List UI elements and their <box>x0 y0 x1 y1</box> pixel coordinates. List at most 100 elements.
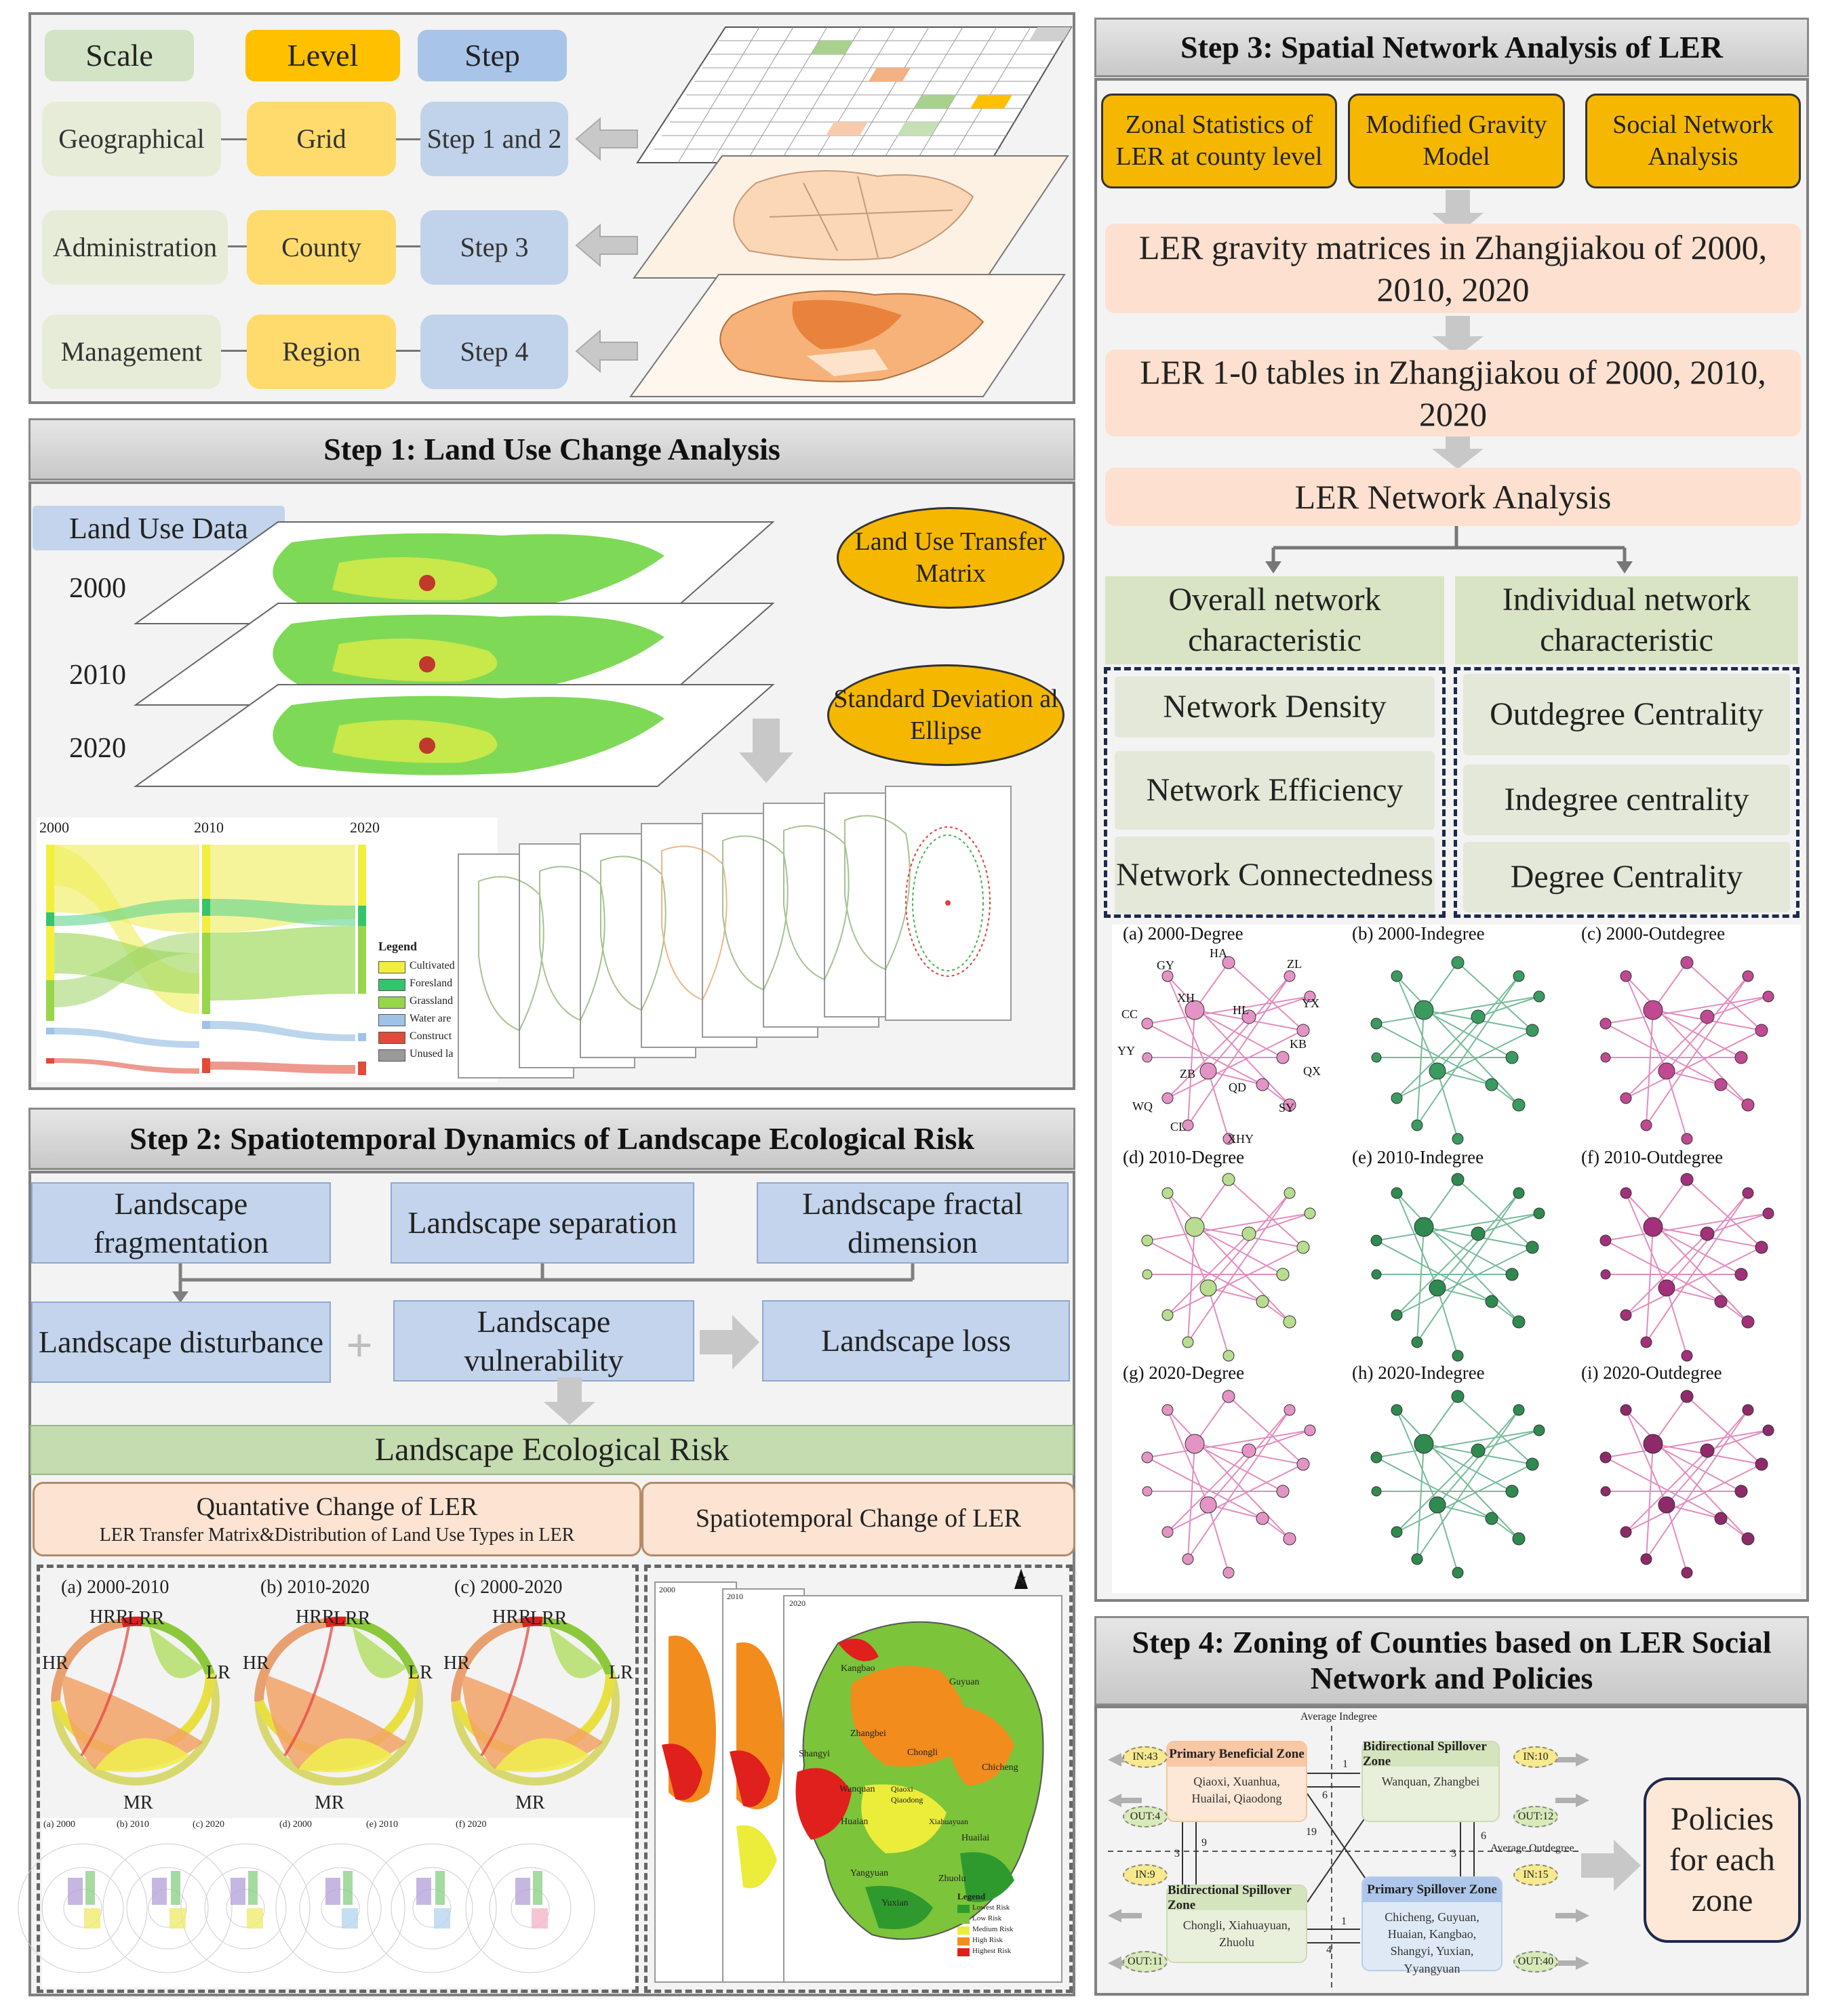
legend-swatch <box>378 1049 405 1062</box>
map-frame <box>644 1565 1073 1993</box>
plus-icon: + <box>346 1320 373 1372</box>
map-label-shangyi: Shangyi <box>799 1749 830 1759</box>
network-graphs <box>1141 956 1774 1579</box>
flow-number: 3 <box>1174 1848 1180 1859</box>
network-efficiency: Network Efficiency <box>1115 751 1435 830</box>
radar-title-f: (f) 2020 <box>456 1819 487 1830</box>
radar-title-e: (e) 2010 <box>366 1819 399 1830</box>
network-title-d: (d) 2010-Degree <box>1123 1147 1245 1167</box>
overall-network-characteristic: Overall network characteristic <box>1105 576 1444 664</box>
node-hl: HL <box>1233 1003 1249 1017</box>
social-network-analysis: Social Network Analysis <box>1585 94 1801 188</box>
zone-bidirectional-south: Bidirectional Spillover Zone Chongli, Xi… <box>1166 1883 1307 1963</box>
chord-label-mr: MR <box>515 1792 545 1813</box>
map-year-2020: 2020 <box>789 1598 805 1608</box>
node-qx: QX <box>1303 1064 1321 1078</box>
network-title-a: (a) 2000-Degree <box>1123 923 1244 944</box>
map-label-kangbao: Kangbao <box>841 1664 875 1674</box>
legend-swatch <box>957 1948 970 1956</box>
step3-title: Step 3: Spatial Network Analysis of LER <box>1094 18 1809 77</box>
zone-primary-beneficial: Primary Beneficial Zone Qiaoxi, Xuanhua,… <box>1166 1741 1307 1822</box>
chord-title-a: (a) 2000-2010 <box>61 1577 170 1598</box>
flow-number: 19 <box>1306 1826 1317 1838</box>
tag-out: OUT:12 <box>1513 1806 1558 1828</box>
down-arrow-step1 <box>739 719 793 783</box>
legend-construction: Construct <box>410 1030 452 1042</box>
flow-number: 1 <box>1341 1916 1347 1927</box>
landscape-separation: Landscape separation <box>391 1182 694 1264</box>
map-year-2000: 2000 <box>659 1585 675 1594</box>
zone-members: Qiaoxi, Xuanhua, Huailai, Qiaodong <box>1191 1775 1282 1806</box>
landscape-ecological-risk: Landscape Ecological Risk <box>30 1425 1074 1475</box>
map-label-yangyuan: Yangyuan <box>850 1868 889 1878</box>
chord-label-lrr: LRR <box>334 1608 371 1629</box>
radar-title-b: (b) 2010 <box>117 1819 149 1830</box>
header-step: Step <box>418 30 567 81</box>
arrow-to-loss <box>700 1315 759 1369</box>
zone-title: Primary Spillover Zone <box>1363 1878 1501 1902</box>
legend-swatch <box>957 1937 970 1946</box>
step-1-and-2: Step 1 and 2 <box>420 102 568 176</box>
county-layer <box>633 155 1069 279</box>
map-label-xiahuayuan: Xiahuayuan <box>929 1817 968 1826</box>
year-2000: 2000 <box>69 573 126 604</box>
outdegree-centrality: Outdegree Centrality <box>1463 674 1790 755</box>
overall-metrics-frame <box>1104 667 1446 918</box>
zone-title: Bidirectional Spillover Zone <box>1363 1739 1498 1769</box>
region-layer <box>629 274 1066 397</box>
chord-label-hr: HR <box>42 1653 68 1674</box>
connector <box>221 138 247 140</box>
quantitative-change-box: Quantative Change of LER LER Transfer Ma… <box>33 1482 641 1556</box>
flow-number: 1 <box>1342 1758 1348 1770</box>
sankey-legend-title: Legend <box>378 940 418 953</box>
legend-swatch <box>957 1905 970 1913</box>
node-xh: XH <box>1177 991 1195 1005</box>
node-wq: WQ <box>1132 1100 1153 1113</box>
landscape-vulnerability: Landscape vulnerability <box>393 1300 694 1382</box>
map-label-wanquan: Wanquan <box>839 1784 875 1794</box>
landscape-loss: Landscape loss <box>762 1300 1070 1382</box>
grid-layer <box>636 26 1073 163</box>
arrow-to-ler <box>544 1377 595 1425</box>
scale-administration: Administration <box>42 210 228 285</box>
legend-swatch <box>378 1032 405 1044</box>
node-cc: CC <box>1121 1007 1138 1021</box>
node-cl: CL <box>1170 1120 1187 1133</box>
quant-subtitle: LER Transfer Matrix&Distribution of Land… <box>99 1525 575 1546</box>
level-grid: Grid <box>247 102 396 176</box>
step-3: Step 3 <box>420 210 568 285</box>
map-label-qiaodong: Qiaodong <box>891 1795 923 1805</box>
legend-swatch <box>378 979 405 991</box>
network-density: Network Density <box>1115 677 1435 738</box>
ler-legend-title: Legend <box>957 1891 986 1901</box>
flow-number: 4 <box>1326 1944 1332 1956</box>
scale-geographical: Geographical <box>42 102 221 176</box>
chord-label-hr: HR <box>243 1653 269 1674</box>
chord-label-lrr: LRR <box>530 1608 568 1629</box>
legend-foresland: Foresland <box>410 977 453 989</box>
year-2010: 2010 <box>69 660 126 691</box>
sankey-year-2020: 2020 <box>350 819 380 836</box>
tag-out: OUT:40 <box>1513 1951 1558 1973</box>
network-title-e: (e) 2010-Indegree <box>1352 1147 1484 1167</box>
chord-frame <box>37 1565 639 1993</box>
legend-swatch <box>957 1916 970 1924</box>
quant-title: Quantative Change of LER <box>196 1492 478 1521</box>
ler-legend-lowest: Lowest Risk <box>972 1903 1010 1912</box>
map-label-zhuolu: Zhuolu <box>938 1874 966 1884</box>
flow-number: 6 <box>1481 1830 1486 1842</box>
sankey-year-2010: 2010 <box>194 819 224 836</box>
map-label-zhangbei: Zhangbei <box>850 1729 886 1739</box>
network-title-f: (f) 2010-Outdegree <box>1581 1147 1724 1167</box>
arrow-to-policies <box>1581 1840 1641 1891</box>
connector <box>396 350 420 352</box>
ler-legend-medium: Medium Risk <box>972 1925 1014 1933</box>
map-cards <box>458 786 1012 1078</box>
zone-bidirectional-north: Bidirectional Spillover Zone Wanquan, Zh… <box>1361 1739 1500 1822</box>
header-level: Level <box>245 30 400 81</box>
sankey-chart: 2000 2010 2020 Legend Cultivated <box>37 818 498 1082</box>
chord-label-hrr: HRR <box>89 1607 129 1628</box>
landscape-fractal-dimension: Landscape fractal dimension <box>757 1182 1069 1264</box>
level-county: County <box>247 210 396 285</box>
network-title-g: (g) 2020-Degree <box>1123 1363 1245 1383</box>
